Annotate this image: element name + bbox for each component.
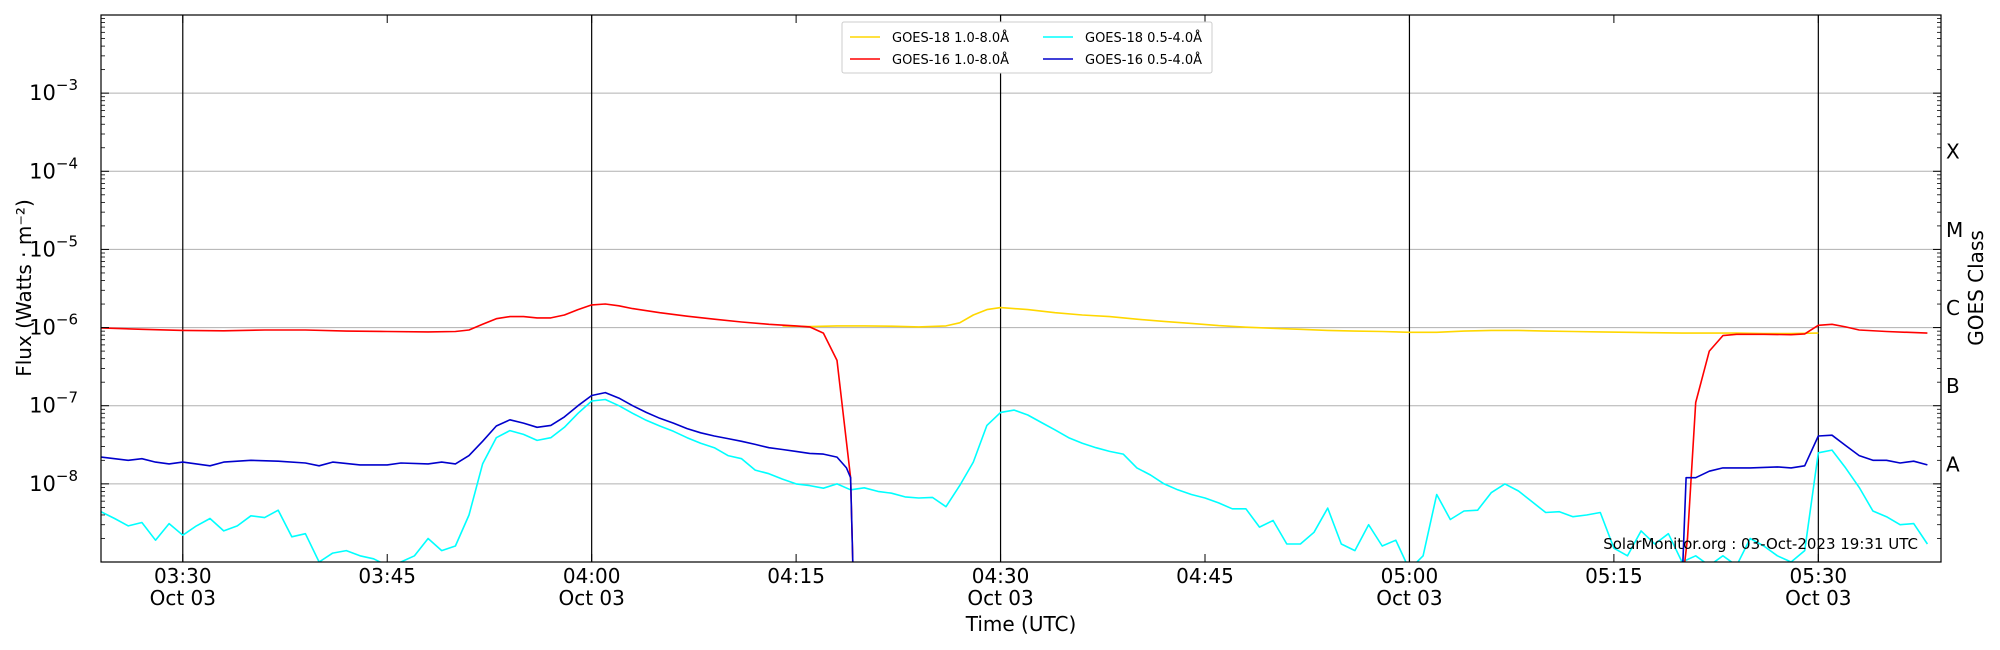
y-tick-label: 10−5 bbox=[29, 232, 78, 261]
series-clip-group bbox=[101, 303, 1929, 562]
y-tick-exponent: −5 bbox=[56, 232, 78, 250]
series-line-2 bbox=[1683, 323, 1928, 562]
y-tick-label: 10−4 bbox=[29, 154, 78, 183]
y-tick-exponent: −8 bbox=[56, 467, 78, 485]
series-layer bbox=[101, 303, 1929, 562]
y-tick-base: 10 bbox=[29, 81, 56, 105]
y-tick-exponent: −4 bbox=[56, 154, 78, 172]
legend-box bbox=[841, 21, 1213, 74]
x-tick-label: 03:45 bbox=[358, 564, 416, 588]
goes-class-label: B bbox=[1946, 374, 1960, 398]
y-tick-base: 10 bbox=[29, 472, 56, 496]
y-tick-label: 10−3 bbox=[29, 76, 78, 105]
series-line-2 bbox=[101, 303, 854, 562]
y-tick-label: 10−8 bbox=[29, 467, 78, 496]
x-tick-label: 03:30 bbox=[154, 564, 212, 588]
x-tick-label: 04:45 bbox=[1176, 564, 1234, 588]
x-tick-label: 05:00 bbox=[1381, 564, 1439, 588]
source-annotation: SolarMonitor.org : 03-Oct-2023 19:31 UTC bbox=[1603, 535, 1918, 553]
goes-class-label: M bbox=[1946, 218, 1963, 242]
major-time-lines bbox=[182, 15, 1819, 562]
x-tick-date-label: Oct 03 bbox=[1376, 586, 1442, 610]
goes-class-labels: A B C M X bbox=[1946, 140, 1963, 477]
y-tick-exponent: −6 bbox=[56, 311, 78, 329]
y-tick-exponent: −3 bbox=[56, 76, 78, 94]
y-tick-labels: 10−810−710−610−510−410−3 bbox=[29, 76, 78, 496]
y-tick-base: 10 bbox=[29, 159, 56, 183]
x-tick-label: 04:30 bbox=[972, 564, 1030, 588]
y-tick-exponent: −7 bbox=[56, 389, 78, 407]
x-tick-label: 04:00 bbox=[563, 564, 621, 588]
series-line-3 bbox=[1682, 434, 1928, 562]
grid-layer bbox=[101, 92, 1941, 485]
x-tick-date-label: Oct 03 bbox=[1785, 586, 1851, 610]
goes-class-label: C bbox=[1946, 296, 1960, 320]
ticks-layer bbox=[101, 15, 1941, 562]
legend-label: GOES-16 1.0-8.0Å bbox=[892, 52, 1009, 68]
goes-class-label: X bbox=[1946, 140, 1960, 164]
series-line-3 bbox=[101, 391, 854, 562]
x-tick-label: 05:30 bbox=[1790, 564, 1848, 588]
goes-class-label: A bbox=[1946, 452, 1960, 476]
right-axis-label: GOES Class bbox=[1964, 230, 1988, 346]
x-tick-label: 04:15 bbox=[767, 564, 825, 588]
y-tick-base: 10 bbox=[29, 316, 56, 340]
y-tick-base: 10 bbox=[29, 237, 56, 261]
y-tick-label: 10−6 bbox=[29, 311, 78, 340]
series-line-1 bbox=[101, 398, 1929, 562]
x-tick-date-label: Oct 03 bbox=[967, 586, 1033, 610]
legend: GOES-18 1.0-8.0Å GOES-16 1.0-8.0Å GOES-18 … bbox=[841, 21, 1213, 74]
x-tick-date-label: Oct 03 bbox=[558, 586, 624, 610]
legend-label: GOES-18 0.5-4.0Å bbox=[1085, 30, 1202, 46]
x-tick-date-label: Oct 03 bbox=[150, 586, 216, 610]
x-tick-label: 05:15 bbox=[1585, 564, 1643, 588]
y-tick-label: 10−7 bbox=[29, 389, 78, 418]
series-line-0 bbox=[782, 306, 1819, 335]
legend-label: GOES-16 0.5-4.0Å bbox=[1085, 52, 1202, 68]
plot-frame bbox=[100, 14, 1942, 563]
y-tick-base: 10 bbox=[29, 394, 56, 418]
legend-label: GOES-18 1.0-8.0Å bbox=[892, 30, 1009, 46]
y-axis-label: Flux (Watts · m⁻²) bbox=[12, 199, 36, 377]
x-axis-label: Time (UTC) bbox=[965, 612, 1077, 636]
